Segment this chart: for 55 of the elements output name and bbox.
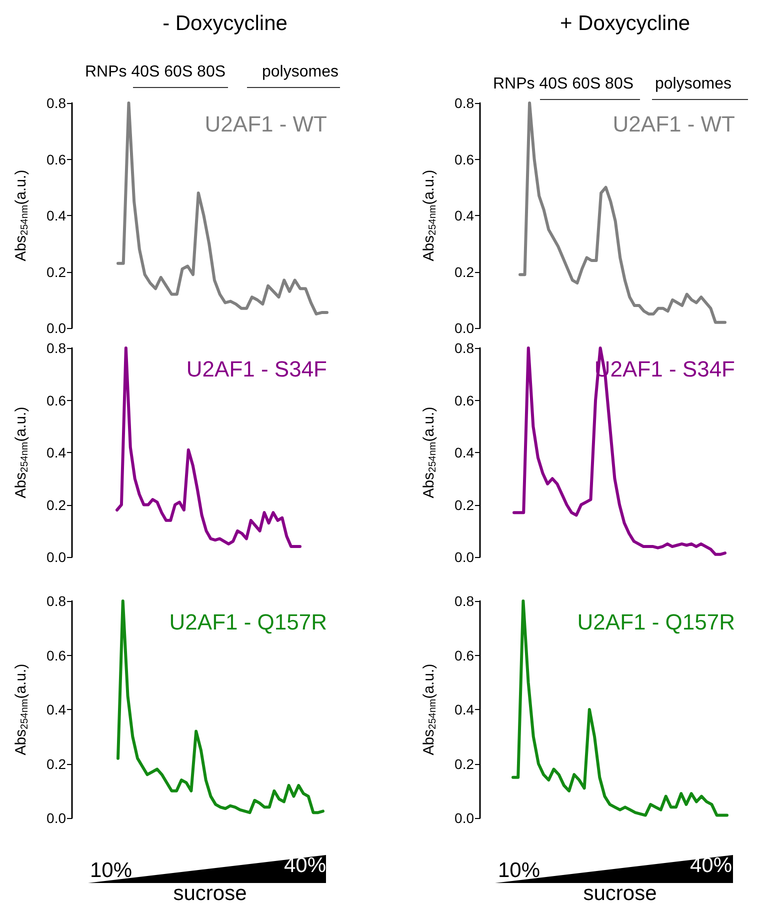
y-tick-label: 0.2 bbox=[46, 496, 66, 513]
text: 10% bbox=[90, 859, 132, 882]
line-series bbox=[116, 600, 324, 814]
y-axis-title: Abs254nm(a.u.) bbox=[12, 664, 30, 756]
text: U2AF1 - Q157R bbox=[577, 610, 735, 634]
y-tick-label: 0.8 bbox=[46, 340, 66, 356]
y-tick-label: 0.0 bbox=[46, 320, 66, 336]
y-tick-label: 0.8 bbox=[454, 340, 474, 356]
y-tick-label: 0.6 bbox=[46, 151, 66, 168]
line-series bbox=[116, 102, 328, 316]
y-tick-label: 0.2 bbox=[454, 756, 474, 772]
text: RNPs 40S 60S 80S bbox=[85, 64, 226, 80]
y-tick-label: 0.8 bbox=[46, 95, 66, 111]
y-tick-label: 0.2 bbox=[46, 264, 66, 280]
y-axis-title: Abs254nm(a.u.) bbox=[12, 406, 30, 498]
y-tick-label: 0.0 bbox=[454, 549, 474, 565]
y-tick-label: 0.6 bbox=[454, 392, 474, 408]
y-tick-label: 0.6 bbox=[46, 647, 66, 664]
y-tick-label: 0.4 bbox=[454, 208, 474, 224]
text: U2AF1 - WT bbox=[204, 112, 327, 136]
y-tick-label: 0.4 bbox=[46, 444, 66, 460]
text: 10% bbox=[498, 859, 540, 882]
text: 40% bbox=[690, 854, 732, 877]
y-tick-label: 0.2 bbox=[454, 496, 474, 513]
chart-title: + Doxycycline bbox=[560, 12, 690, 35]
y-tick-label: 0.8 bbox=[46, 593, 66, 609]
text: sucrose bbox=[173, 882, 247, 905]
y-tick-label: 0.4 bbox=[46, 702, 66, 718]
y-tick-label: 0.0 bbox=[46, 549, 66, 565]
y-tick-label: 0.6 bbox=[46, 392, 66, 408]
y-axis-title: Abs254nm(a.u.) bbox=[420, 664, 438, 756]
y-tick-label: 0.2 bbox=[46, 756, 66, 772]
text: U2AF1 - Q157R bbox=[169, 610, 327, 634]
text: U2AF1 - S34F bbox=[186, 356, 327, 382]
y-tick-label: 0.4 bbox=[454, 702, 474, 718]
y-tick-label: 0.0 bbox=[454, 320, 474, 336]
y-tick-label: 0.8 bbox=[454, 593, 474, 609]
text: RNPs 40S 60S 80S bbox=[493, 76, 634, 92]
y-axis-title: Abs254nm(a.u.) bbox=[420, 406, 438, 498]
y-tick-label: 0.8 bbox=[454, 95, 474, 111]
y-tick-label: 0.6 bbox=[454, 647, 474, 664]
y-tick-label: 0.0 bbox=[454, 810, 474, 826]
y-axis-title: Abs254nm(a.u.) bbox=[420, 170, 438, 262]
y-tick-label: 0.4 bbox=[46, 208, 66, 224]
text: polysomes bbox=[262, 64, 338, 80]
chart-title: - Doxycycline bbox=[162, 12, 288, 35]
text: U2AF1 - WT bbox=[612, 112, 735, 136]
y-tick-label: 0.2 bbox=[454, 264, 474, 280]
y-axis-title: Abs254nm(a.u.) bbox=[12, 170, 30, 262]
text: polysomes bbox=[655, 76, 732, 92]
y-tick-label: 0.4 bbox=[454, 444, 474, 460]
text: 40% bbox=[284, 854, 326, 877]
text: sucrose bbox=[583, 882, 657, 905]
y-tick-label: 0.0 bbox=[46, 810, 66, 826]
y-tick-label: 0.6 bbox=[454, 151, 474, 168]
